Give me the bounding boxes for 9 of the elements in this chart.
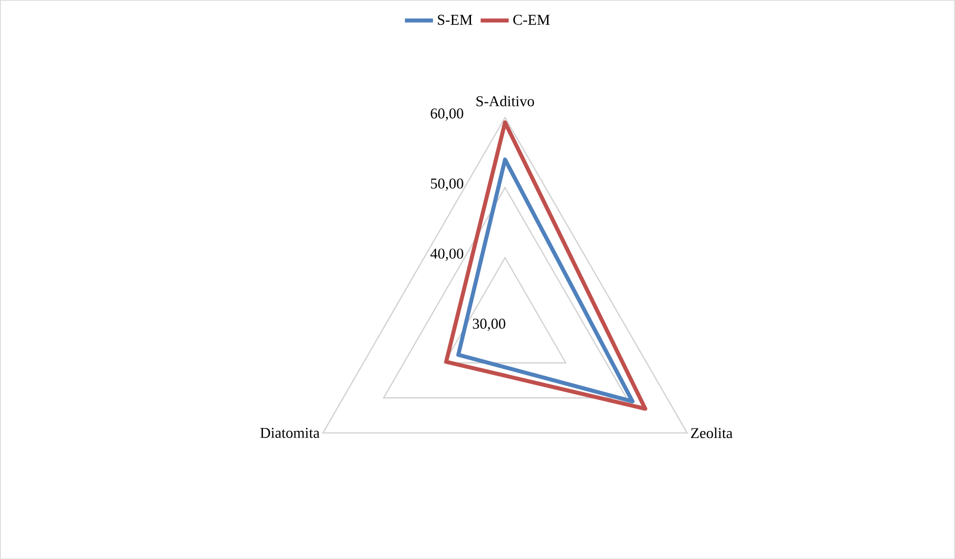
- y-tick-label: 50,00: [431, 178, 464, 191]
- y-tick-label: 40,00: [430, 248, 464, 261]
- legend-label: C-EM: [513, 14, 550, 25]
- y-tick-label: 30,00: [472, 318, 506, 331]
- spoke-label: Diatomita: [260, 428, 320, 438]
- spoke-label: S-Aditivo: [476, 96, 534, 106]
- legend-label: S-EM: [438, 14, 472, 25]
- y-tick-label: 60,00: [430, 108, 464, 120]
- spoke-label: Zeolita: [691, 427, 733, 438]
